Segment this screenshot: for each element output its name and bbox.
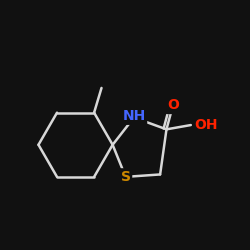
Text: O: O: [167, 98, 179, 112]
Text: S: S: [120, 170, 130, 184]
Text: OH: OH: [194, 118, 218, 132]
Text: NH: NH: [122, 109, 146, 123]
